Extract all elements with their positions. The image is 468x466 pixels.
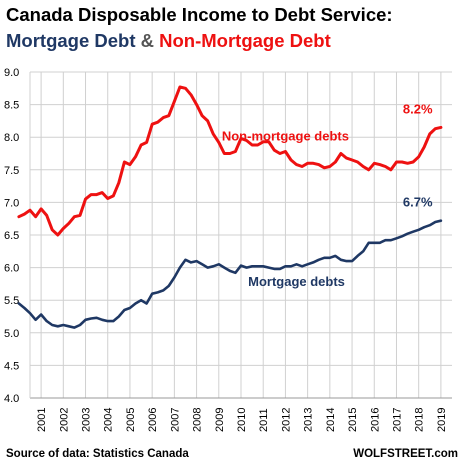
x-tick-label: 2016 xyxy=(369,408,381,432)
y-tick-label: 7.0 xyxy=(4,197,19,209)
non-mortgage-annotation: Non-mortgage debts xyxy=(222,128,349,143)
x-tick-label: 2013 xyxy=(303,408,315,432)
chart-title-line2: Mortgage Debt & Non-Mortgage Debt xyxy=(6,30,331,52)
x-axis-ticks: 2001 2002 2003 2004 2005 2006 2007 2008 2009 2010… xyxy=(36,408,448,432)
mortgage-series-line xyxy=(17,219,443,329)
x-tick-label: 2018 xyxy=(414,408,426,432)
source-note: Source of data: Statistics Canada xyxy=(6,448,189,460)
mortgage-annotation: Mortgage debts xyxy=(248,274,345,289)
x-tick-label: 2019 xyxy=(436,408,448,432)
y-tick-label: 5.0 xyxy=(4,328,19,340)
series-group: 8.2% 6.7% xyxy=(17,85,443,329)
y-tick-label: 7.5 xyxy=(4,165,19,177)
x-tick-label: 2014 xyxy=(325,408,337,432)
y-tick-label: 8.0 xyxy=(4,132,19,144)
y-tick-label: 8.5 xyxy=(4,100,19,112)
x-tick-label: 2003 xyxy=(81,408,93,432)
x-tick-label: 2009 xyxy=(214,408,226,432)
x-tick-label: 2007 xyxy=(169,408,181,432)
x-tick-label: 2001 xyxy=(36,408,48,432)
title-mortgage-text: Mortgage Debt xyxy=(6,30,136,51)
x-tick-label: 2008 xyxy=(192,408,204,432)
title-ampersand: & xyxy=(135,30,160,51)
y-tick-label: 4.0 xyxy=(4,393,19,405)
x-tick-label: 2017 xyxy=(391,408,403,432)
x-tick-label: 2005 xyxy=(125,408,137,432)
y-tick-label: 9.0 xyxy=(4,67,19,79)
x-tick-label: 2012 xyxy=(280,408,292,432)
y-tick-label: 6.5 xyxy=(4,230,19,242)
y-axis-ticks: 9.0 8.5 8.0 7.5 7.0 6.5 6.0 5.5 5.0 4.5 4.0 xyxy=(4,67,19,405)
non-mortgage-series-line xyxy=(17,85,443,237)
x-tick-label: 2006 xyxy=(147,408,159,432)
mortgage-end-label: 6.7% xyxy=(403,195,433,210)
x-tick-label: 2004 xyxy=(103,408,115,432)
non-mortgage-end-label: 8.2% xyxy=(403,101,433,116)
y-tick-label: 5.5 xyxy=(4,295,19,307)
x-tick-label: 2015 xyxy=(347,408,359,432)
title-text: Canada Disposable Income to Debt Service… xyxy=(6,4,393,25)
title-non-mortgage-text: Non-Mortgage Debt xyxy=(159,30,331,51)
x-tick-label: 2002 xyxy=(58,408,70,432)
chart-title-line1: Canada Disposable Income to Debt Service… xyxy=(6,4,393,26)
y-tick-label: 6.0 xyxy=(4,263,19,275)
y-tick-label: 4.5 xyxy=(4,360,19,372)
annotation-group: Non-mortgage debts Mortgage debts xyxy=(222,128,349,288)
x-tick-label: 2010 xyxy=(236,408,248,432)
brand-label: WOLFSTREET.com xyxy=(353,448,458,460)
grid xyxy=(29,71,452,399)
x-tick-label: 2011 xyxy=(258,408,270,432)
